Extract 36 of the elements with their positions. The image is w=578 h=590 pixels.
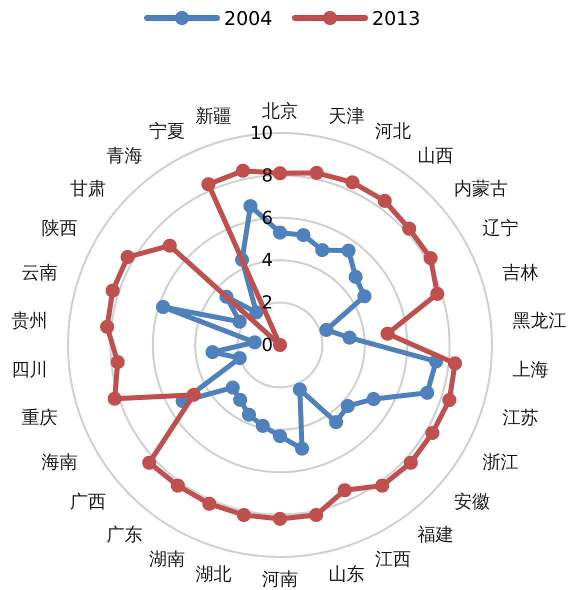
spoke-label: 重庆 xyxy=(21,407,58,428)
spoke-label: 浙江 xyxy=(482,452,519,473)
spoke-label: 江苏 xyxy=(502,407,539,428)
spoke-label: 吉林 xyxy=(502,262,539,284)
spoke-label: 黑龙江 xyxy=(512,310,567,332)
spoke-label: 安徽 xyxy=(454,492,490,513)
y-tick-label: 4 xyxy=(262,250,273,272)
legend-label: 2013 xyxy=(372,8,420,30)
spoke-label: 河北 xyxy=(375,121,412,142)
spoke-label: 天津 xyxy=(328,106,365,128)
spoke-label: 贵州 xyxy=(11,310,48,332)
legend-label: 2004 xyxy=(224,8,272,30)
y-tick-label: 0 xyxy=(262,335,273,356)
y-tick-label: 10 xyxy=(250,123,273,144)
spoke-label: 四川 xyxy=(11,359,48,380)
spoke-label: 福建 xyxy=(418,524,454,546)
spoke-label: 湖北 xyxy=(195,564,232,585)
y-tick-label: 2 xyxy=(262,292,273,314)
spoke-label: 湖南 xyxy=(148,548,185,570)
spoke-label: 宁夏 xyxy=(148,121,185,142)
spoke-label: 广东 xyxy=(106,524,142,546)
spoke-label: 北京 xyxy=(262,101,298,122)
spoke-label: 陕西 xyxy=(41,218,78,239)
spoke-label: 上海 xyxy=(512,359,549,380)
spoke-label: 青海 xyxy=(106,146,142,167)
spoke-label: 河南 xyxy=(262,569,298,590)
spoke-label: 内蒙古 xyxy=(454,178,508,200)
spoke-label: 江西 xyxy=(375,548,412,570)
spoke-label: 广西 xyxy=(70,492,106,513)
spoke-label: 新疆 xyxy=(195,106,232,128)
spoke-label: 甘肃 xyxy=(70,178,106,200)
spoke-label: 山西 xyxy=(418,146,454,167)
spoke-label: 山东 xyxy=(328,564,365,585)
spoke-label: 辽宁 xyxy=(482,218,519,239)
spoke-label: 海南 xyxy=(41,452,78,473)
spoke-label: 云南 xyxy=(21,262,58,284)
